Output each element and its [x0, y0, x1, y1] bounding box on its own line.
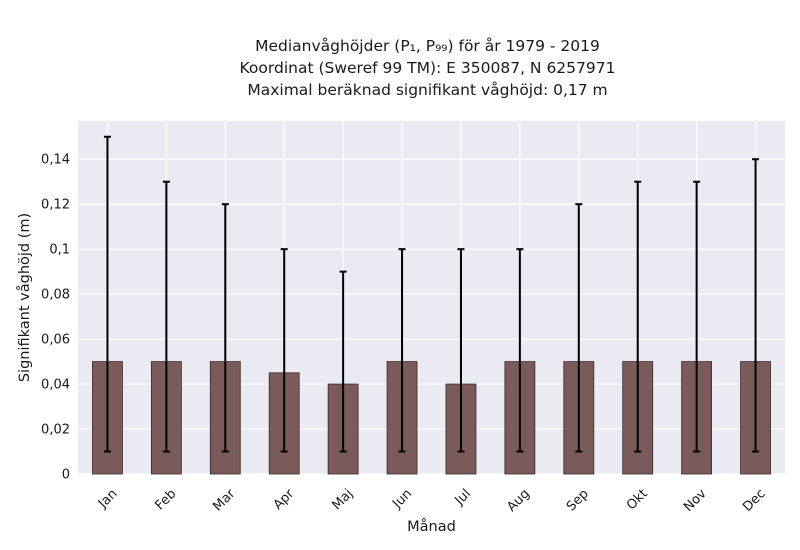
- y-axis-ticks: 0 0,02 0,04 0,06 0,08 0,1 0,12 0,14: [41, 153, 70, 483]
- error-bar-apr: [280, 248, 288, 453]
- error-bar-dec: [752, 158, 760, 453]
- x-tick-label: Sep: [564, 486, 592, 514]
- x-tick-label: Nov: [681, 486, 710, 515]
- x-tick-label: Okt: [624, 486, 651, 513]
- title-line: Koordinat (Sweref 99 TM): E 350087, N 62…: [240, 59, 616, 77]
- error-bar-okt: [634, 180, 642, 453]
- y-tick-label: 0,1: [49, 243, 70, 258]
- title-line: Maximal beräknad signifikant våghöjd: 0,…: [247, 81, 607, 99]
- error-bar-maj: [339, 270, 347, 453]
- x-tick-label: Jun: [389, 486, 415, 512]
- y-tick-label: 0,02: [41, 423, 70, 438]
- error-bar-feb: [162, 180, 170, 453]
- x-tick-label: Maj: [329, 486, 356, 513]
- plot-area: [78, 121, 785, 474]
- error-bar-aug: [516, 248, 524, 453]
- x-tick-label: Jul: [452, 486, 474, 508]
- x-tick-label: Mar: [210, 486, 238, 514]
- x-tick-label: Jan: [95, 486, 120, 511]
- x-tick-label: Aug: [504, 486, 533, 515]
- x-tick-label: Apr: [271, 486, 298, 513]
- error-bar-mar: [221, 203, 229, 453]
- y-tick-label: 0,12: [41, 198, 70, 213]
- y-tick-label: 0,06: [41, 333, 70, 348]
- x-tick-label: Feb: [153, 486, 180, 513]
- y-tick-label: 0: [62, 468, 70, 483]
- title-line: Medianvåghöjder (P₁, P₉₉) för år 1979 - …: [255, 37, 600, 55]
- y-tick-label: 0,08: [41, 288, 70, 303]
- x-axis-label: Månad: [407, 518, 456, 535]
- x-axis-ticks: Jan Feb Mar Apr Maj Jun Jul Aug Sep Okt Nov Dec: [95, 486, 769, 515]
- y-axis-label: Signifikant våghöjd (m): [16, 213, 33, 382]
- error-bar-jul: [457, 248, 465, 453]
- error-bars: [103, 135, 760, 453]
- y-tick-label: 0,04: [41, 378, 70, 393]
- error-bar-jan: [103, 135, 111, 453]
- error-bar-sep: [575, 203, 583, 453]
- chart-title: Medianvåghöjder (P₁, P₉₉) för år 1979 - …: [240, 37, 616, 99]
- x-tick-label: Dec: [740, 486, 768, 514]
- error-bar-jun: [398, 248, 406, 453]
- error-bar-nov: [693, 180, 701, 453]
- y-tick-label: 0,14: [41, 153, 70, 168]
